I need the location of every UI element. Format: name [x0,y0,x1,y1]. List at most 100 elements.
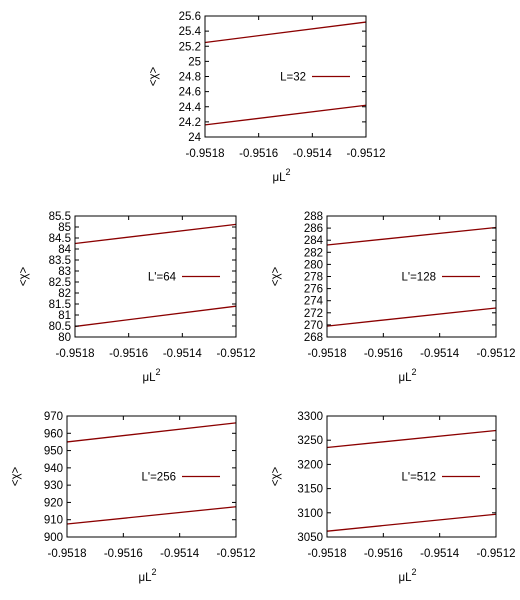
x-tick-label: -0.9514 [420,348,460,360]
y-tick-label: 80.5 [49,321,71,333]
x-tick-label: -0.9512 [476,348,515,360]
y-tick-label: 280 [304,259,323,271]
x-axis-label: μL2 [398,567,416,584]
chart-panel-5: 3050 3100 3150 3200 3250 3300 -0.9518 -0.9516 -0… [270,411,516,584]
y-tick-label: 3050 [297,532,323,544]
x-tick-label: -0.9516 [109,348,148,360]
y-tick-label: 24.6 [179,87,201,99]
y-tick-label: 80 [58,332,71,344]
y-tick-label: 272 [304,308,323,320]
series-line-2 [326,226,497,246]
x-axis-label-base: μL [142,372,156,384]
y-tick-label: 84.5 [49,233,71,245]
series-line-1 [74,305,237,328]
y-tick-label: 24.2 [179,117,201,129]
y-tick-label: 278 [304,272,323,284]
x-axis-label-sup: 2 [156,367,161,377]
plot-frame [66,415,237,538]
y-tick-label: 900 [44,532,63,544]
y-tick-label: 25.4 [179,26,202,38]
y-tick-label: 3200 [297,459,323,471]
y-tick-label: 930 [44,480,63,492]
x-axis-label-base: μL [138,572,152,584]
legend-label: L'=64 [148,272,177,284]
series-line-1 [326,513,497,532]
x-axis-label: μL2 [272,167,290,184]
y-tick-label: 25 [188,56,201,68]
plot-frame [326,415,497,538]
y-tick-label: 282 [304,247,323,259]
x-axis-label-sup: 2 [412,567,417,577]
y-tick-label: 3150 [297,484,323,496]
x-tick-label: -0.9516 [364,548,403,560]
x-tick-label: -0.9514 [293,148,333,160]
x-tick-label: -0.9518 [185,148,224,160]
plot-frame [326,215,497,338]
x-tick-label: -0.9512 [346,148,385,160]
y-tick-label: 85 [58,222,71,234]
series-line-1 [326,307,497,327]
y-tick-label: 25.2 [179,41,201,53]
x-tick-label: -0.9512 [476,548,515,560]
x-tick-label: -0.9516 [364,348,403,360]
x-axis-label-base: μL [398,372,412,384]
x-axis-label-sup: 2 [286,167,291,177]
x-axis-label: μL2 [398,367,416,384]
series-line-2 [204,21,367,44]
y-tick-label: 3250 [297,435,323,447]
x-tick-label: -0.9518 [47,548,86,560]
x-tick-label: -0.9512 [216,548,255,560]
series-line-1 [204,104,367,126]
y-tick-label: 960 [44,428,63,440]
series-line-2 [326,429,497,449]
x-axis-label-sup: 2 [412,367,417,377]
y-tick-label: 85.5 [49,211,71,223]
legend-label: L=32 [280,72,306,84]
y-tick-label: 24.8 [179,72,201,84]
x-tick-label: -0.9514 [160,548,200,560]
y-tick-label: 288 [304,211,323,223]
y-tick-label: 83 [58,266,71,278]
y-axis-label: <χ> [270,266,282,286]
y-tick-label: 81 [58,310,71,322]
y-tick-label: 910 [44,515,63,527]
x-tick-label: -0.9518 [307,348,346,360]
y-tick-label: 24 [188,132,201,144]
plot-frame [74,215,237,338]
y-tick-label: 83.5 [49,255,71,267]
x-axis-label-base: μL [272,172,286,184]
series-line-2 [66,422,237,443]
x-axis-label-base: μL [398,572,412,584]
y-axis-label: <χ> [148,66,160,86]
y-tick-label: 25.6 [179,11,201,23]
legend-label: L'=128 [402,272,437,284]
y-tick-label: 3100 [297,508,323,520]
chart-panel-1: 24 24.2 24.4 24.6 24.8 25 25.2 25.4 25.6 -0.9518 -… [148,11,386,184]
series-line-1 [66,506,237,525]
y-axis-label: <χ> [10,466,22,486]
y-tick-label: 940 [44,463,63,475]
y-tick-label: 24.4 [179,102,202,114]
x-tick-label: -0.9518 [307,548,346,560]
y-tick-label: 274 [304,296,324,308]
x-tick-label: -0.9514 [163,348,203,360]
y-tick-label: 268 [304,332,323,344]
y-tick-label: 920 [44,497,63,509]
x-axis-label-sup: 2 [152,567,157,577]
y-tick-label: 276 [304,284,323,296]
series-line-2 [74,223,237,245]
y-tick-label: 270 [304,320,323,332]
y-tick-label: 950 [44,446,63,458]
chart-panel-4: 900 910 920 930 940 950 960 970 -0.9518 -0.9516 -0… [10,411,256,584]
y-tick-label: 286 [304,223,323,235]
x-tick-label: -0.9512 [216,348,255,360]
x-tick-label: -0.9518 [55,348,94,360]
y-tick-label: 970 [44,411,63,423]
plot-frame [204,15,367,138]
y-tick-label: 3300 [297,411,323,423]
x-tick-label: -0.9514 [420,548,460,560]
y-tick-label: 82.5 [49,277,71,289]
